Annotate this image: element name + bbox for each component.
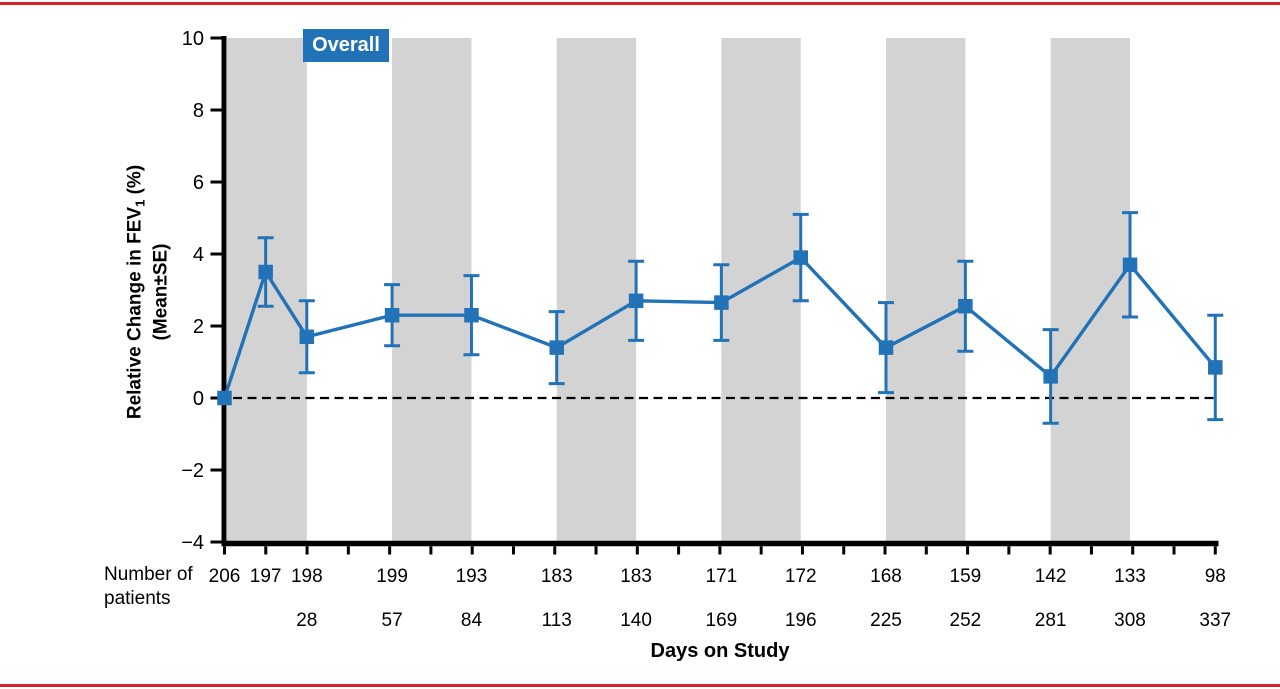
day-tick-label: 337 <box>1199 610 1231 631</box>
shaded-band <box>1050 38 1131 541</box>
patient-count: 197 <box>250 566 282 587</box>
shaded-band <box>721 38 801 541</box>
y-tick-label: −2 <box>181 460 204 482</box>
shaded-band <box>886 38 966 541</box>
data-point-marker <box>464 307 479 323</box>
y-axis-label-line1: Relative Change in FEV1 (%) <box>124 164 148 420</box>
day-tick-label: 169 <box>706 610 738 631</box>
data-point-marker <box>958 298 973 314</box>
y-tick-label: −4 <box>181 532 204 554</box>
x-axis-title: Days on Study <box>650 640 790 662</box>
data-point-marker <box>1122 257 1138 273</box>
y-tick-label: 0 <box>193 388 204 410</box>
y-tick-label: 6 <box>193 172 204 194</box>
data-point-marker <box>1043 369 1058 384</box>
y-tick-label: 10 <box>182 28 204 50</box>
data-point-marker <box>217 390 232 406</box>
patient-count: 98 <box>1205 566 1226 587</box>
number-of-patients-label: Number of patients <box>104 563 193 611</box>
top-red-rule <box>0 2 1280 5</box>
day-tick-label: 28 <box>296 610 317 631</box>
data-point-marker <box>878 340 894 355</box>
data-point-marker <box>384 307 400 323</box>
bottom-red-rule <box>0 684 1280 687</box>
day-tick-label: 308 <box>1114 610 1146 631</box>
fev-subscript: 1 <box>132 199 148 207</box>
patient-count: 168 <box>870 566 902 587</box>
patient-count: 199 <box>376 566 408 587</box>
patient-count: 198 <box>291 566 323 587</box>
shaded-band <box>556 38 637 541</box>
patient-count: 142 <box>1035 566 1067 587</box>
legend-overall: Overall <box>303 29 389 62</box>
data-point-marker <box>549 340 564 355</box>
y-axis-label-line2: (Mean±SE) <box>150 243 172 341</box>
patient-count: 133 <box>1114 566 1146 587</box>
y-tick-label: 8 <box>193 100 204 122</box>
day-tick-label: 84 <box>461 610 483 631</box>
day-tick-label: 140 <box>620 610 652 631</box>
day-tick-label: 252 <box>950 610 982 631</box>
data-point-marker <box>258 264 273 280</box>
data-point-marker <box>628 293 644 309</box>
patient-count: 183 <box>620 566 652 587</box>
patient-count: 159 <box>950 566 982 587</box>
day-tick-label: 196 <box>785 610 817 631</box>
day-tick-label: 281 <box>1035 610 1067 631</box>
number-of-patients-line1: Number of <box>104 564 193 585</box>
patient-count: 171 <box>706 566 738 587</box>
series-line <box>222 255 1217 399</box>
patient-count: 183 <box>541 566 573 587</box>
patient-count: 193 <box>456 566 488 587</box>
data-point-marker <box>299 329 315 345</box>
y-tick-label: 2 <box>193 316 204 338</box>
number-of-patients-line2: patients <box>104 588 171 609</box>
y-tick-label: 4 <box>193 244 204 266</box>
day-tick-label: 225 <box>870 610 902 631</box>
day-tick-label: 113 <box>542 610 572 631</box>
data-point-marker <box>714 295 729 310</box>
patient-count: 172 <box>785 566 817 587</box>
shaded-band <box>392 38 472 541</box>
data-point-marker <box>793 250 808 265</box>
y-axis-label: Relative Change in FEV1 (%) (Mean±SE) <box>123 165 174 419</box>
patient-count: 206 <box>209 566 241 587</box>
data-point-marker <box>1208 360 1223 375</box>
day-tick-label: 57 <box>382 610 403 631</box>
